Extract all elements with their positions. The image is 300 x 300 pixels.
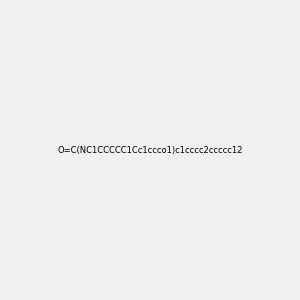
Text: O=C(NC1CCCCC1Cc1ccco1)c1cccc2ccccc12: O=C(NC1CCCCC1Cc1ccco1)c1cccc2ccccc12 (57, 146, 243, 154)
